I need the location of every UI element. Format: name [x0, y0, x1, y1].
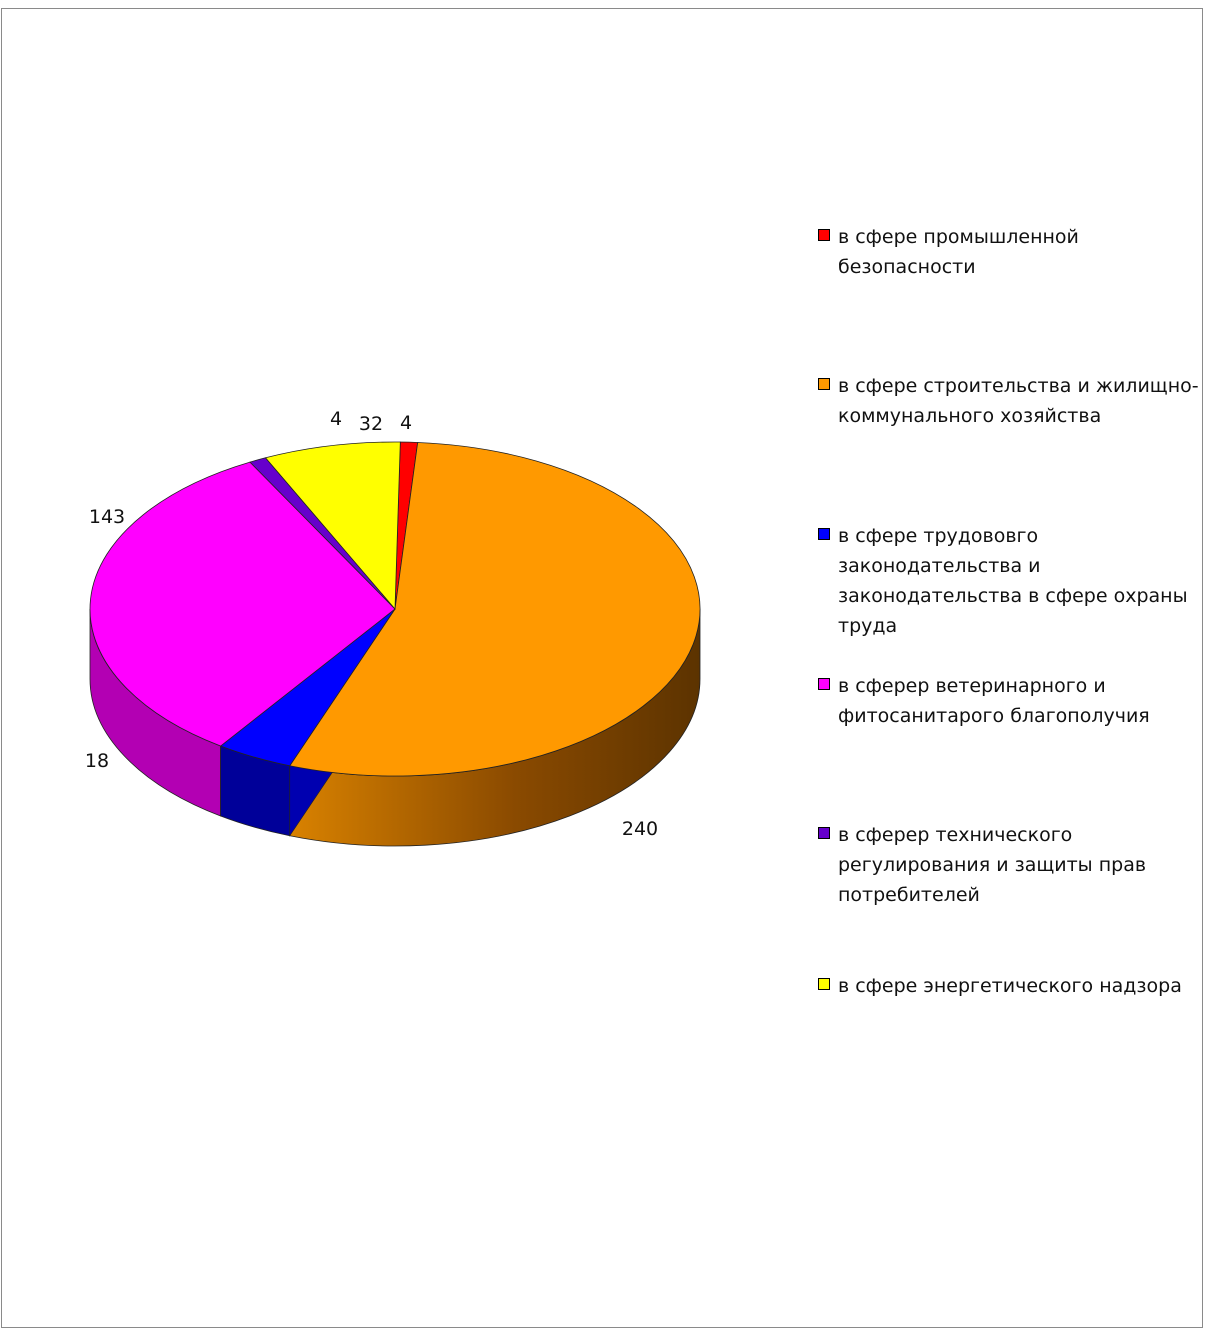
legend-label: в сфере энергетического надзора — [838, 975, 1182, 997]
pie-slice-5 — [264, 441, 401, 611]
chart-frame — [1, 8, 1203, 1328]
legend-swatch-magenta — [818, 678, 830, 690]
pie-slice-1 — [289, 442, 701, 777]
data-label-technical: 4 — [329, 408, 343, 430]
legend-swatch-orange — [818, 378, 830, 390]
data-label-veterinary: 143 — [88, 506, 126, 528]
legend-swatch-blue — [818, 528, 830, 540]
pie-slice-3 — [89, 461, 396, 747]
legend-label: в сферер ветеринарного и фитосанитарого … — [838, 675, 1150, 727]
legend-swatch-purple — [818, 827, 830, 839]
legend-swatch-yellow — [818, 978, 830, 990]
data-label-construction: 240 — [621, 818, 659, 840]
legend-label: в сферер технического регулирования и за… — [838, 824, 1147, 906]
legend-label: в сфере трудововго законодательства и за… — [838, 525, 1188, 637]
legend-label: в сфере строительства и жилищно- коммуна… — [838, 375, 1199, 427]
legend-label: в сфере промышленной безопасности — [838, 226, 1079, 278]
data-label-energy: 32 — [358, 413, 384, 435]
legend-swatch-red — [818, 229, 830, 241]
data-label-industrial-safety: 4 — [399, 412, 413, 434]
data-label-labor: 18 — [84, 750, 110, 772]
